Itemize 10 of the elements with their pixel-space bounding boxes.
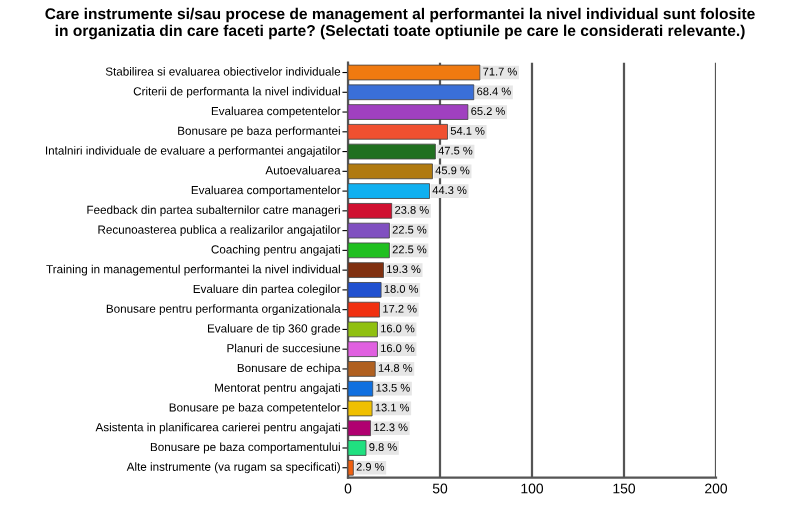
bar [348,203,393,219]
bar [348,123,448,140]
bar [348,459,354,476]
bar [348,282,382,298]
bar [348,262,384,278]
bar [348,361,376,377]
bar [348,104,469,120]
bar [348,183,430,199]
bar [348,341,378,358]
bar [348,440,367,456]
